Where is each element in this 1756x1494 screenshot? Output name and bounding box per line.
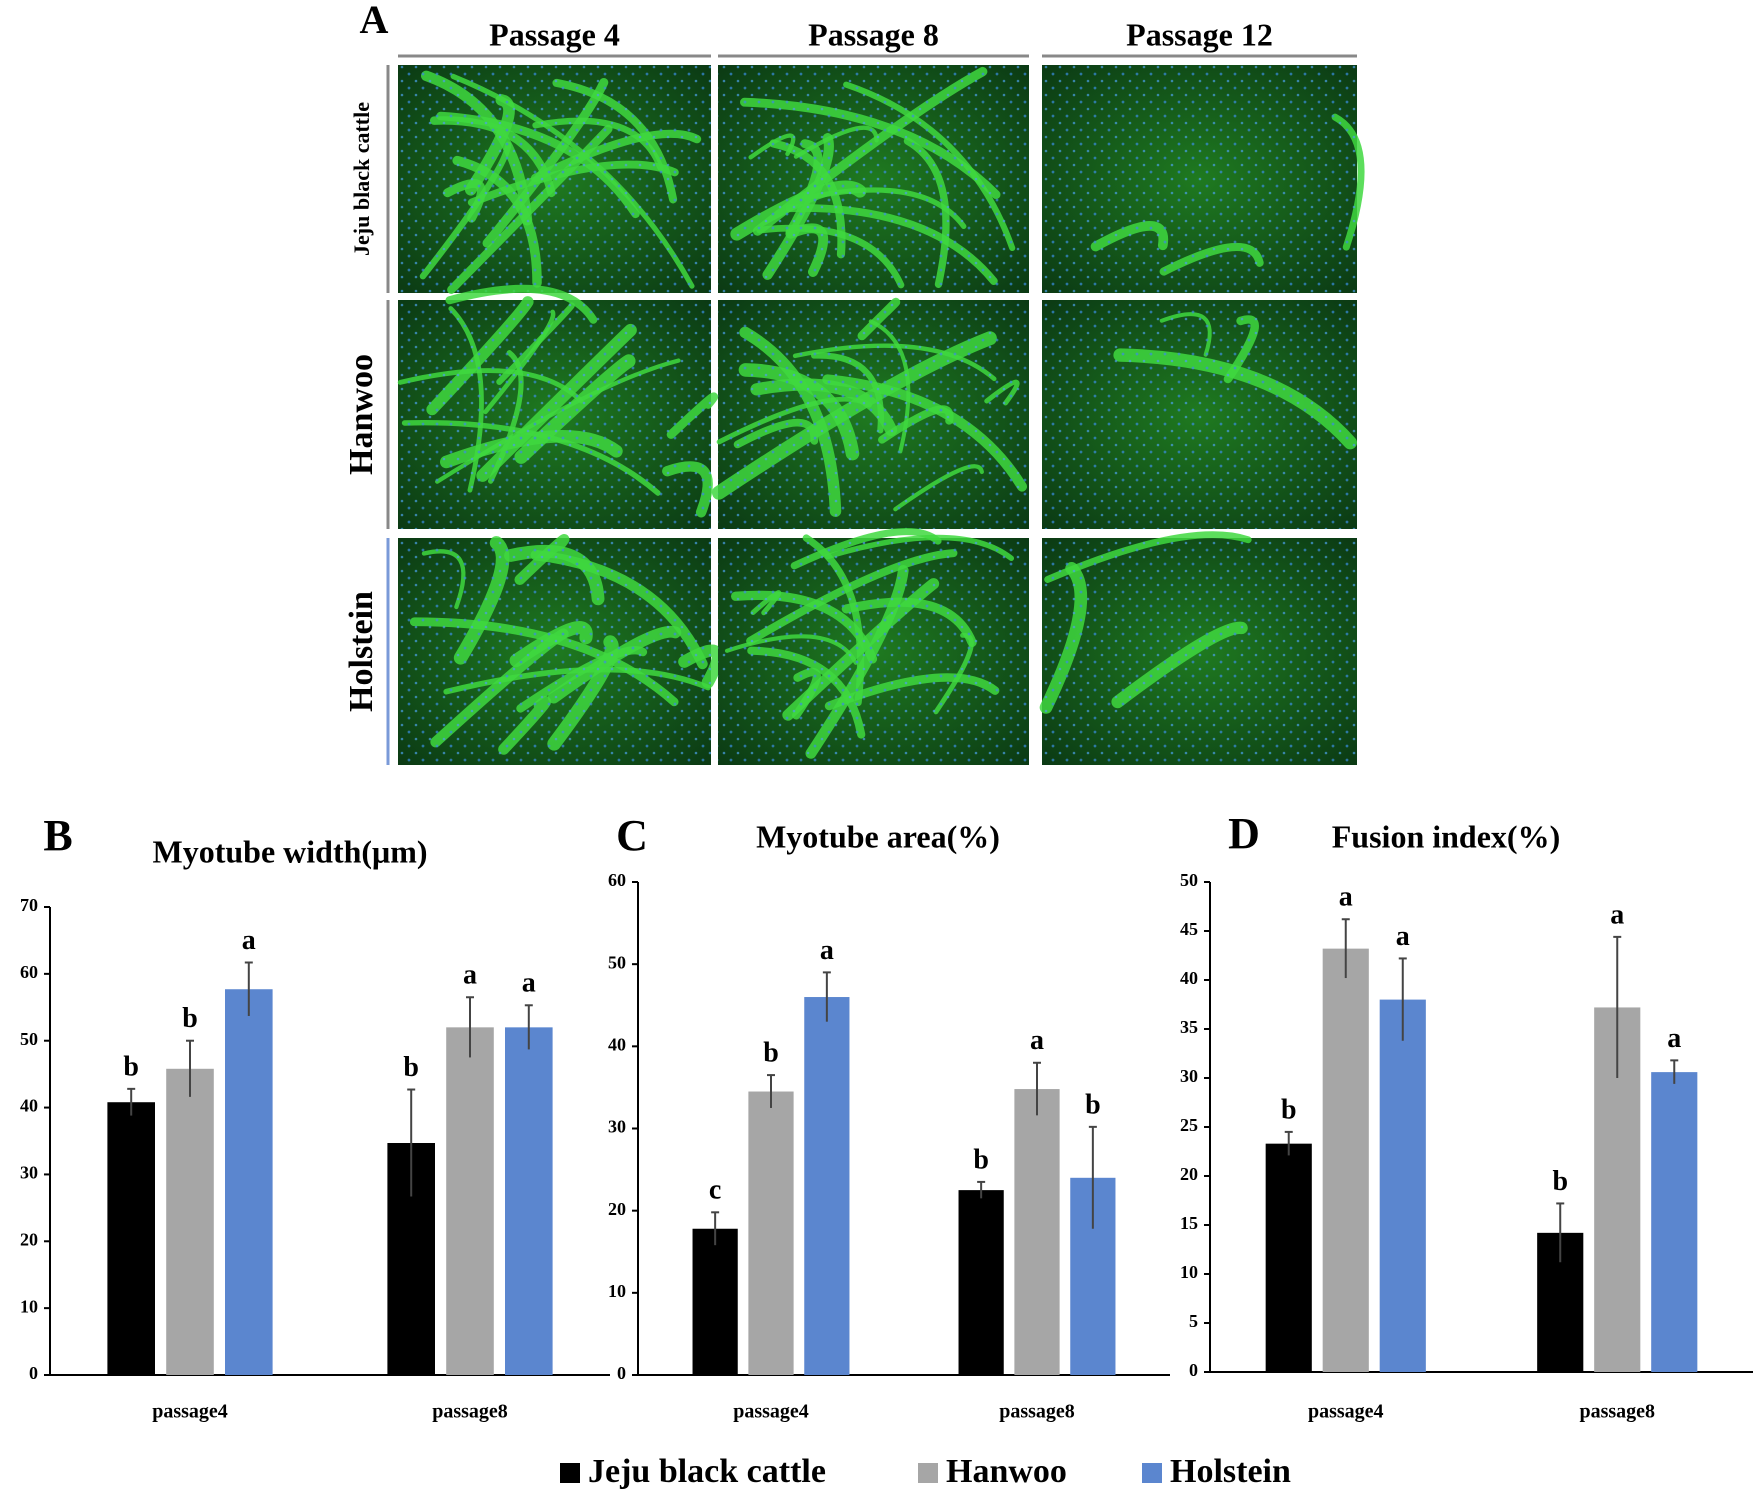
bar (1379, 999, 1426, 1372)
bar (225, 989, 273, 1375)
significance-letter: a (1667, 1023, 1681, 1054)
nuclei (718, 538, 1029, 765)
significance-letter: b (1085, 1089, 1101, 1120)
bar (804, 997, 850, 1375)
y-tick-label: 30 (608, 1117, 626, 1137)
legend-swatch (1142, 1463, 1162, 1483)
y-tick-label: 35 (1180, 1017, 1198, 1037)
x-tick-label: passage4 (152, 1401, 228, 1423)
panel-label: A (360, 0, 389, 42)
nuclei (398, 300, 711, 529)
nuclei (718, 300, 1029, 529)
x-tick-label: passage8 (1579, 1401, 1655, 1423)
y-tick-label: 60 (608, 870, 626, 890)
y-tick-label: 5 (1189, 1311, 1198, 1331)
significance-letter: a (1610, 899, 1624, 930)
y-tick-label: 0 (1189, 1360, 1198, 1380)
nuclei (1042, 65, 1357, 293)
y-tick-label: 0 (29, 1363, 38, 1383)
bar (166, 1068, 214, 1375)
y-tick-label: 20 (608, 1199, 626, 1219)
legend-label: Holstein (1170, 1453, 1291, 1490)
significance-letter: b (123, 1051, 139, 1082)
y-tick-label: 70 (20, 895, 38, 915)
x-tick-label: passage8 (432, 1401, 508, 1423)
y-tick-label: 20 (1180, 1164, 1198, 1184)
significance-letter: b (763, 1038, 779, 1069)
bar (1651, 1072, 1698, 1372)
nuclei (398, 538, 711, 765)
significance-letter: b (1281, 1094, 1297, 1125)
y-tick-label: 40 (20, 1096, 38, 1116)
x-tick-label: passage8 (999, 1401, 1075, 1423)
column-header: Passage 8 (808, 16, 939, 52)
significance-letter: b (403, 1052, 419, 1083)
chart-title: Myotube area(%) (756, 818, 1000, 854)
significance-letter: a (522, 968, 536, 999)
y-tick-label: 50 (20, 1029, 38, 1049)
significance-letter: a (242, 925, 256, 956)
x-tick-label: passage4 (733, 1401, 809, 1423)
row-label: Hanwoo (343, 354, 380, 475)
y-tick-label: 60 (20, 962, 38, 982)
y-tick-label: 45 (1180, 919, 1198, 939)
y-tick-label: 40 (608, 1034, 626, 1054)
y-tick-label: 15 (1180, 1213, 1198, 1233)
y-tick-label: 30 (1180, 1066, 1198, 1086)
significance-letter: a (1339, 882, 1353, 913)
panel-label: B (43, 811, 72, 860)
bar (692, 1228, 738, 1375)
bar (107, 1102, 155, 1375)
y-tick-label: 25 (1180, 1115, 1198, 1135)
nuclei (398, 65, 711, 293)
significance-letter: a (1396, 921, 1410, 952)
significance-letter: b (1552, 1166, 1568, 1197)
y-tick-label: 0 (617, 1363, 626, 1383)
significance-letter: b (973, 1144, 989, 1175)
significance-letter: a (1030, 1025, 1044, 1056)
bar (1322, 948, 1369, 1372)
bar (505, 1027, 553, 1375)
y-tick-label: 50 (608, 952, 626, 972)
y-tick-label: 10 (20, 1296, 38, 1316)
nuclei (1042, 300, 1357, 529)
nuclei (1042, 538, 1357, 765)
y-tick-label: 10 (608, 1281, 626, 1301)
legend-label: Hanwoo (946, 1453, 1067, 1490)
y-tick-label: 20 (20, 1229, 38, 1249)
legend-swatch (918, 1463, 938, 1483)
significance-letter: a (463, 960, 477, 991)
row-label: Jeju black cattle (349, 102, 374, 256)
chart-title: Fusion index(%) (1332, 818, 1560, 854)
column-header: Passage 12 (1126, 16, 1273, 52)
bar (446, 1027, 494, 1375)
nuclei (718, 65, 1029, 293)
legend-swatch (560, 1463, 580, 1483)
bar (1265, 1143, 1312, 1372)
panel-label: D (1228, 809, 1260, 858)
bar (958, 1190, 1004, 1375)
chart-title: Myotube width(μm) (152, 833, 427, 869)
row-label: Holstein (343, 591, 380, 712)
y-tick-label: 50 (1180, 870, 1198, 890)
significance-letter: c (709, 1175, 721, 1206)
bar (748, 1091, 794, 1375)
y-tick-label: 40 (1180, 968, 1198, 988)
y-tick-label: 10 (1180, 1262, 1198, 1282)
bar (1014, 1089, 1060, 1375)
significance-letter: a (820, 935, 834, 966)
x-tick-label: passage4 (1308, 1401, 1384, 1423)
significance-letter: b (182, 1003, 198, 1034)
panel-label: C (616, 811, 648, 860)
legend-label: Jeju black cattle (588, 1453, 826, 1490)
column-header: Passage 4 (489, 16, 620, 52)
y-tick-label: 30 (20, 1163, 38, 1183)
